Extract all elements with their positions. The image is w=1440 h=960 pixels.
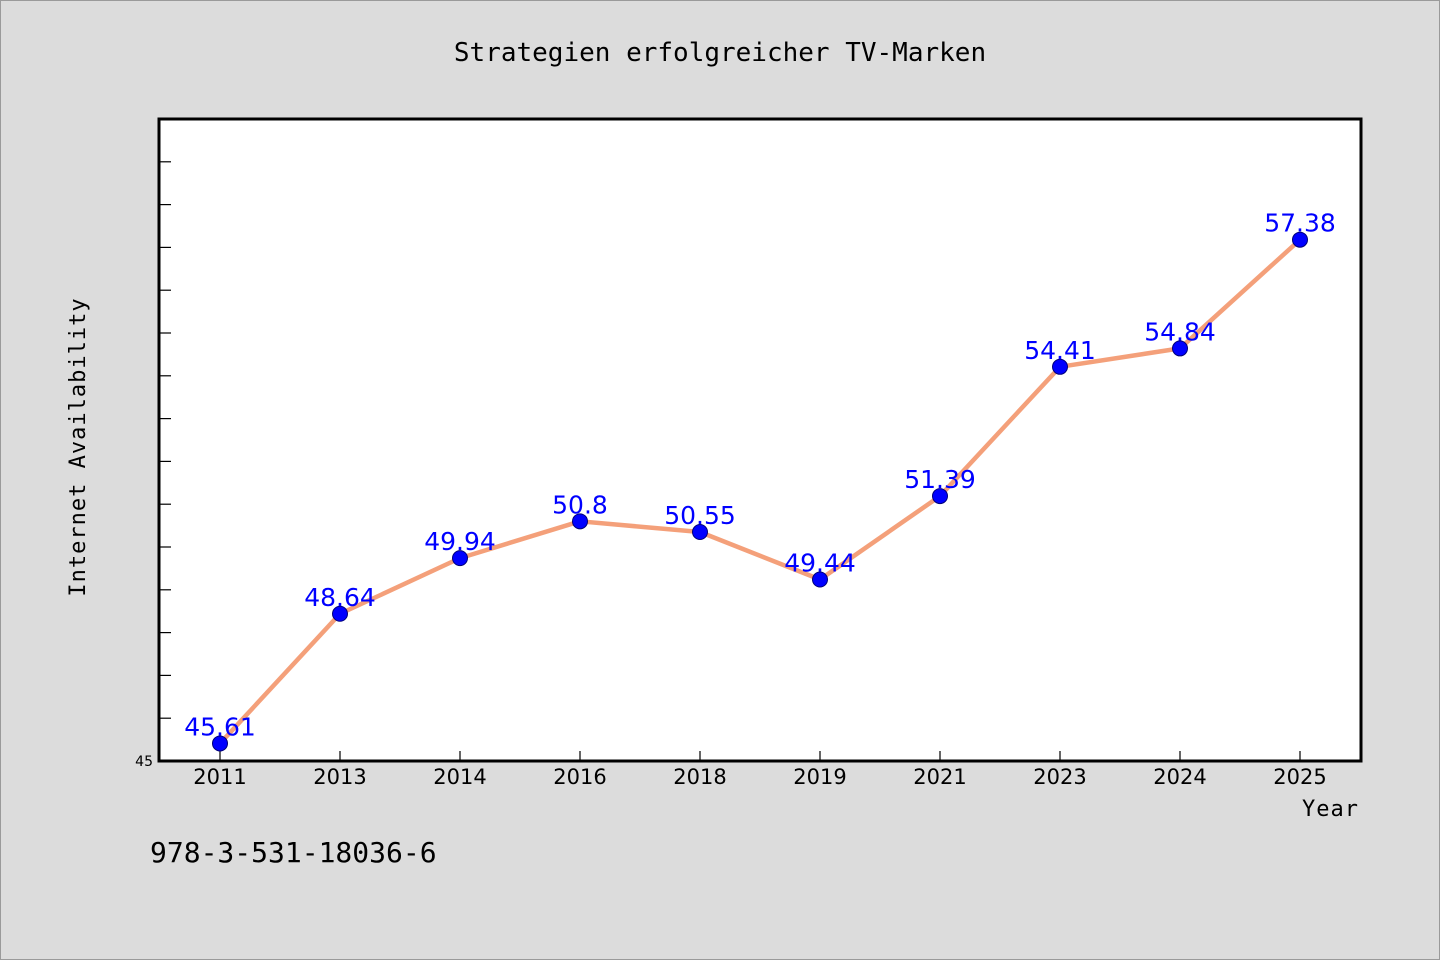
data-label: 54.41 bbox=[1024, 336, 1096, 365]
series-line-group bbox=[217, 237, 1303, 746]
y-axis-title: Internet Availability bbox=[66, 297, 91, 596]
data-label: 45.61 bbox=[184, 712, 256, 741]
x-tick-label: 2014 bbox=[433, 765, 486, 789]
x-tick-label: 2011 bbox=[193, 765, 246, 789]
data-label: 54.84 bbox=[1144, 317, 1216, 346]
data-point bbox=[572, 513, 588, 530]
data-label: 57.38 bbox=[1264, 209, 1336, 238]
data-label: 49.94 bbox=[424, 527, 496, 556]
x-tick-label: 2021 bbox=[913, 765, 966, 789]
x-tick-label: 2016 bbox=[553, 765, 606, 789]
data-point bbox=[1052, 358, 1068, 375]
data-point bbox=[1292, 231, 1308, 248]
x-tick-label: 2018 bbox=[673, 765, 726, 789]
y-tick-label: 45 bbox=[135, 754, 153, 770]
data-markers bbox=[212, 231, 1308, 752]
data-point bbox=[452, 550, 468, 567]
x-tick-label: 2013 bbox=[313, 765, 366, 789]
x-axis-title: Year bbox=[1302, 797, 1359, 822]
plot-area bbox=[159, 119, 1361, 761]
data-label: 51.39 bbox=[904, 465, 976, 494]
x-tick-label: 2025 bbox=[1273, 765, 1326, 789]
chart-title: Strategien erfolgreicher TV-Marken bbox=[454, 38, 986, 68]
x-tick-label: 2023 bbox=[1033, 765, 1086, 789]
data-point bbox=[212, 735, 228, 752]
data-point bbox=[932, 488, 948, 505]
data-point bbox=[692, 524, 708, 541]
data-point bbox=[1172, 340, 1188, 357]
data-label: 50.55 bbox=[664, 501, 736, 530]
x-axis-ticks: 2011 2013 2014 2016 2018 2019 2021 2023 2024 2025 bbox=[193, 751, 1327, 789]
data-label: 48.64 bbox=[304, 583, 376, 612]
x-tick-label: 2024 bbox=[1153, 765, 1206, 789]
data-point bbox=[332, 605, 348, 622]
data-labels: 45.61 48.64 49.94 50.8 50.55 49.44 51.39 54.41 5… bbox=[184, 209, 1336, 742]
plot-border bbox=[157, 117, 1363, 763]
isbn-annotation: 978-3-531-18036-6 bbox=[150, 836, 437, 869]
x-tick-label: 2019 bbox=[793, 765, 846, 789]
series-line bbox=[217, 237, 1303, 746]
data-label: 50.8 bbox=[552, 490, 608, 519]
data-label: 49.44 bbox=[784, 549, 856, 578]
data-point bbox=[812, 571, 828, 588]
